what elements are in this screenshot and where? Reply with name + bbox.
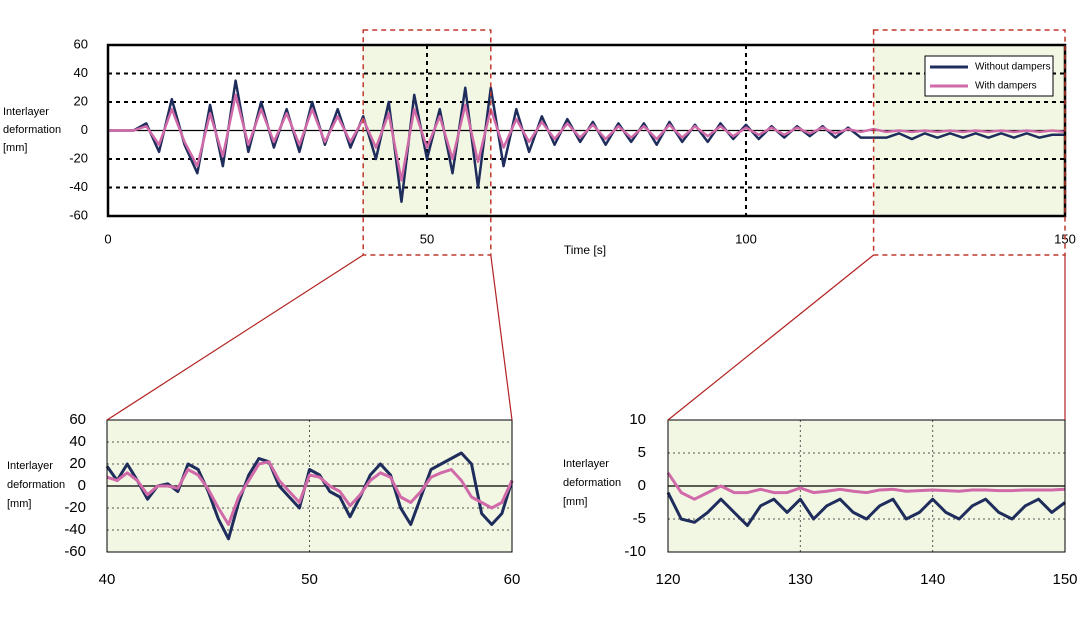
zoom-connector xyxy=(490,254,513,421)
x-tick-label: 120 xyxy=(655,571,680,588)
series-line xyxy=(666,491,1066,528)
y-tick-label: -20 xyxy=(64,499,86,516)
y-axis-label: [mm] xyxy=(3,142,27,154)
series-line xyxy=(106,460,514,526)
series-line xyxy=(108,93,1066,182)
y-tick-label: 10 xyxy=(629,411,646,428)
y-tick-label: -60 xyxy=(69,207,88,222)
y-tick-label: 60 xyxy=(74,36,88,51)
legend-box xyxy=(924,55,1054,97)
y-axis-label: deformation xyxy=(3,124,61,136)
y-tick-label: 60 xyxy=(69,411,86,428)
x-tick-label: 50 xyxy=(420,231,434,246)
x-tick-label: 60 xyxy=(504,571,521,588)
zoom-connector xyxy=(667,254,874,421)
y-tick-label: 5 xyxy=(638,444,646,461)
y-axis-label: [mm] xyxy=(7,498,31,510)
zoom-frame xyxy=(872,29,1066,256)
legend-label: Without dampers xyxy=(975,62,1051,73)
y-tick-label: -60 xyxy=(64,543,86,560)
y-axis-label: deformation xyxy=(563,477,621,489)
y-tick-label: -40 xyxy=(64,521,86,538)
plot-frame xyxy=(106,419,513,553)
y-axis-label: deformation xyxy=(7,479,65,491)
y-axis-label: [mm] xyxy=(563,496,587,508)
y-tick-label: 0 xyxy=(638,477,646,494)
y-tick-label: 40 xyxy=(69,433,86,450)
y-tick-label: 0 xyxy=(78,477,86,494)
y-tick-label: -40 xyxy=(69,179,88,194)
y-tick-label: -20 xyxy=(69,150,88,165)
x-tick-label: 50 xyxy=(301,571,318,588)
x-tick-label: 130 xyxy=(788,571,813,588)
y-tick-label: 20 xyxy=(69,455,86,472)
zoom-connector xyxy=(106,254,364,421)
y-tick-label: 0 xyxy=(81,122,88,137)
x-axis-label: Time [s] xyxy=(564,243,606,257)
x-tick-label: 140 xyxy=(920,571,945,588)
y-tick-label: -5 xyxy=(633,510,646,527)
y-tick-label: 20 xyxy=(74,93,88,108)
x-tick-label: 150 xyxy=(1052,571,1077,588)
y-axis-label: Interlayer xyxy=(7,460,53,472)
x-tick-label: 40 xyxy=(99,571,116,588)
legend-label: With dampers xyxy=(975,81,1037,92)
x-tick-label: 100 xyxy=(735,231,757,246)
y-tick-label: 40 xyxy=(74,65,88,80)
y-tick-label: -10 xyxy=(624,543,646,560)
y-axis-label: Interlayer xyxy=(563,458,609,470)
y-axis-label: Interlayer xyxy=(3,106,49,118)
series-line xyxy=(666,471,1066,501)
zoom-frame xyxy=(362,29,492,256)
plot-frame xyxy=(667,419,1066,553)
x-tick-label: 0 xyxy=(104,231,111,246)
